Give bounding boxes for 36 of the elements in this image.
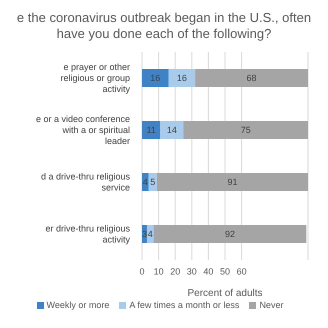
data-label: 4 — [148, 229, 153, 240]
x-tick-label: 50 — [220, 266, 230, 276]
y-tick-label: d a drive-thru religious service — [40, 172, 130, 192]
legend-label: Weekly or more — [46, 300, 110, 310]
bar — [195, 69, 308, 87]
bar — [142, 69, 169, 87]
data-label: 14 — [166, 125, 177, 136]
bar — [156, 173, 308, 191]
legend-label: Never — [258, 300, 284, 310]
x-tick-label: 40 — [203, 266, 214, 276]
data-label: 92 — [224, 229, 235, 240]
data-label: 16 — [176, 73, 187, 84]
data-label: 4 — [142, 177, 148, 188]
x-axis-title: Percent of adults — [187, 288, 263, 299]
y-tick-label: er drive-thru religious activity — [45, 224, 130, 244]
data-label: 91 — [227, 177, 238, 188]
data-label: 11 — [146, 125, 156, 136]
data-label: 3 — [142, 229, 147, 240]
bar — [160, 121, 184, 139]
bar — [154, 225, 306, 243]
x-tick-label: 60 — [236, 266, 247, 276]
data-label: 75 — [240, 125, 251, 136]
data-label: 5 — [150, 177, 156, 188]
bar — [184, 121, 308, 139]
data-label: 68 — [246, 73, 257, 84]
legend-label: A few times a month or less — [128, 300, 240, 310]
y-tick-label: e or a video conference with a or spiritual leader — [36, 114, 130, 146]
bar — [142, 121, 160, 139]
x-tick-label: 0 — [139, 266, 145, 276]
bar — [168, 69, 196, 87]
x-tick-label: 30 — [186, 266, 197, 276]
y-tick-label: e prayer or other religious or group activity — [60, 62, 130, 94]
chart-title: e the coronavirus outbreak began in the U.S., often have you done each of the following? — [16, 9, 312, 43]
x-tick-label: 20 — [170, 266, 180, 276]
data-label: 16 — [150, 73, 160, 84]
x-tick-label: 10 — [154, 266, 164, 276]
